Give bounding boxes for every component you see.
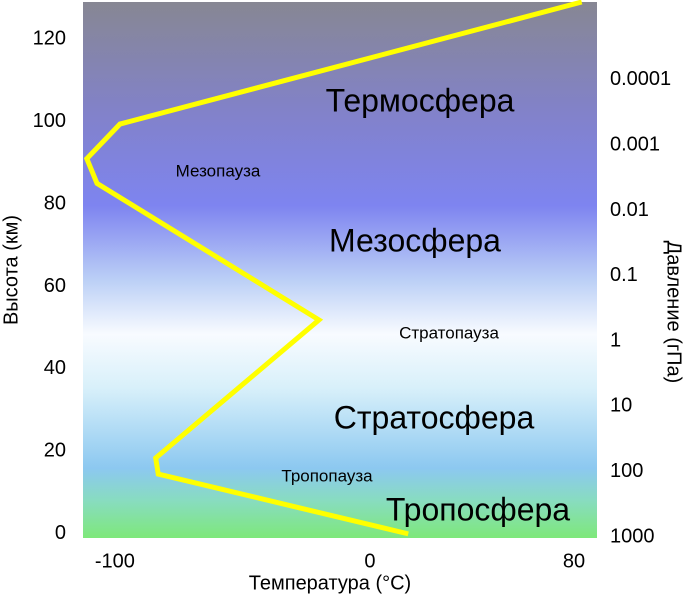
x-axis-title: Температура (°C) (249, 572, 411, 594)
y-tick-label: 40 (44, 357, 66, 379)
y2-tick-label: 10 (610, 395, 632, 417)
y2-tick-label: 100 (610, 460, 643, 482)
x-tick-label: -100 (95, 550, 135, 572)
y-tick-label: 100 (33, 110, 66, 132)
y2-tick-label: 0.001 (610, 134, 660, 156)
y-tick-label: 120 (33, 27, 66, 49)
y2-tick-label: 1 (610, 329, 621, 351)
y-tick-label: 20 (44, 440, 66, 462)
annotation: Тропосфера (386, 491, 570, 527)
annotation: Тропопауза (281, 466, 373, 485)
y2-tick-label: 0.01 (610, 199, 649, 221)
annotation: Термосфера (326, 82, 515, 118)
y2-tick-label: 0.0001 (610, 68, 671, 90)
x-tick-label: 0 (364, 550, 375, 572)
annotation: Стратопауза (399, 323, 499, 342)
annotation: Мезосфера (329, 222, 501, 258)
temperature-line (83, 0, 583, 537)
y-tick-label: 60 (44, 275, 66, 297)
x-tick-label: 80 (563, 550, 585, 572)
y2-tick-label: 1000 (610, 525, 655, 547)
y2-tick-label: 0.1 (610, 264, 638, 286)
y2-axis-title: Давление (гПа) (663, 241, 685, 384)
annotation: Мезопауза (176, 161, 261, 180)
y-tick-label: 0 (55, 522, 66, 544)
y-axis-title: Высота (км) (0, 215, 22, 325)
y-tick-label: 80 (44, 192, 66, 214)
annotation: Стратосфера (334, 399, 535, 435)
